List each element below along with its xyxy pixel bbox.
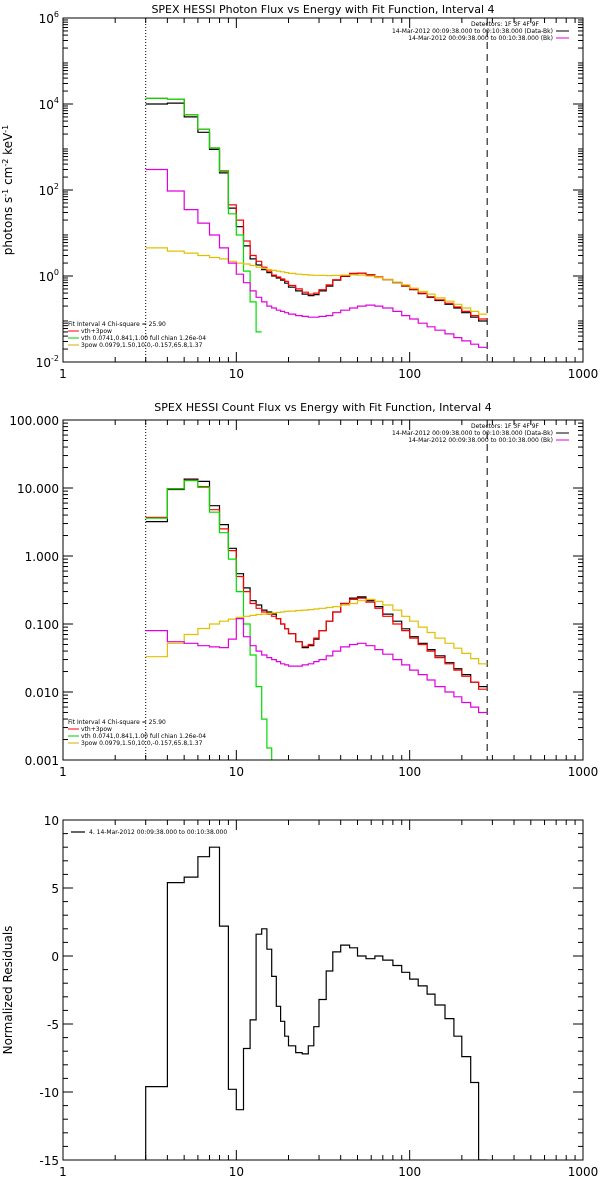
chart-panel-3: Normalized Residuals 1 10 100 1000 -15 -10 -5 0 5… <box>1 814 598 1179</box>
fit-legend-header: Fit Interval 4 Chi-square = 25.90 <box>68 321 166 328</box>
legend-header: Detectors: 1F 3F 4F 9F <box>471 21 540 28</box>
fit-legend-entry: vth+3pow <box>81 726 112 733</box>
chart-panel-1: SPEX HESSI Photon Flux vs Energy with Fi… <box>1 3 599 381</box>
y-axis-label: Normalized Residuals <box>1 926 15 1055</box>
series-group <box>145 846 488 1160</box>
x-tick-label: 10 <box>229 367 244 381</box>
plot-frame <box>62 419 584 761</box>
chart-panel-2: SPEX HESSI Count Flux vs Energy with Fit… <box>9 401 599 779</box>
series-line-1 <box>145 846 488 1160</box>
fit-legend-entry: 3pow 0.0979,1.50,10.0,-0.157,65.8,1.37 <box>81 740 203 747</box>
y-tick-label: 0.010 <box>25 686 59 700</box>
fit-legend-entry: vth 0.0741,0.841,1.00 full chian 1.26e-0… <box>81 335 206 342</box>
x-tick-label: 10 <box>229 765 244 779</box>
y-tick-label: 102 <box>39 182 59 198</box>
series-line-5 <box>145 618 488 714</box>
series-line-3 <box>145 97 262 333</box>
y-tick-base: 10 <box>39 98 54 112</box>
x-tick-label: 100 <box>398 765 421 779</box>
y-tick-label: 10.000 <box>17 482 59 496</box>
x-tick-label: 100 <box>398 1165 421 1179</box>
x-tick-label: 1 <box>59 1165 67 1179</box>
legend-header: Detectors: 1F 3F 4F 9F <box>471 423 540 430</box>
y-tick-label: 100 <box>39 268 59 284</box>
legend-entry: 14-Mar-2012 00:09:38.000 to 00:10:38.000… <box>408 437 553 444</box>
y-tick-label: -10 <box>39 1086 59 1100</box>
y-tick-exponent: -2 <box>51 354 59 363</box>
x-tick-label: 1 <box>59 367 67 381</box>
series-line-4 <box>145 247 488 315</box>
fit-legend-entry: vth 0.0741,0.841,1.00 full chian 1.26e-0… <box>81 733 206 740</box>
legend-entry: 4. 14-Mar-2012 00:09:38.000 to 00:10:38.… <box>89 829 227 836</box>
legend-entry: 14-Mar-2012 00:09:38.000 to 00:10:38.000… <box>392 430 553 437</box>
chart-title: SPEX HESSI Count Flux vs Energy with Fit… <box>154 401 491 414</box>
y-tick-label: 10 <box>44 814 59 828</box>
legend-entry: 14-Mar-2012 00:09:38.000 to 00:10:38.000… <box>408 35 553 42</box>
y-tick-label: 0.001 <box>25 754 59 768</box>
y-tick-exponent: 6 <box>54 10 59 19</box>
y-label-exponent: -2 <box>1 159 10 167</box>
y-tick-label: 106 <box>39 10 59 26</box>
plot-frame <box>62 819 584 1161</box>
x-tick-label: 1000 <box>568 765 599 779</box>
series-line-2 <box>145 97 488 320</box>
x-tick-label: 1 <box>59 765 67 779</box>
plot-frame <box>62 17 584 363</box>
y-tick-base: 10 <box>36 356 51 370</box>
y-label-part: cm <box>1 167 15 189</box>
y-tick-label: 10-2 <box>36 354 59 370</box>
y-tick-label: 0.100 <box>25 618 59 632</box>
x-tick-label: 1000 <box>568 367 599 381</box>
y-label-exponent: -1 <box>1 189 10 197</box>
y-tick-base: 10 <box>39 12 54 26</box>
series-line-2 <box>145 479 488 690</box>
x-tick-label: 10 <box>229 1165 244 1179</box>
y-tick-exponent: 4 <box>54 96 59 105</box>
series-line-3 <box>145 480 273 760</box>
series-line-4 <box>145 598 488 665</box>
y-tick-base: 10 <box>39 184 54 198</box>
fit-legend-header: Fit Interval 4 Chi-square = 25.90 <box>68 719 166 726</box>
y-tick-exponent: 0 <box>54 268 59 277</box>
fit-legend-entry: vth+3pow <box>81 328 112 335</box>
y-label-exponent: -1 <box>1 125 10 133</box>
y-tick-label: 104 <box>39 96 59 112</box>
y-tick-label: -5 <box>47 1018 59 1032</box>
y-label-part: photons s <box>1 197 15 256</box>
x-tick-label: 100 <box>398 367 421 381</box>
legend-entry: 14-Mar-2012 00:09:38.000 to 00:10:38.000… <box>392 28 553 35</box>
y-tick-label: 0 <box>51 950 59 964</box>
x-tick-label: 1000 <box>568 1165 599 1179</box>
y-label-part: keV <box>1 132 15 159</box>
y-tick-label: 1.000 <box>25 550 59 564</box>
y-tick-label: -15 <box>39 1154 59 1168</box>
y-tick-label: 5 <box>51 882 59 896</box>
series-line-1 <box>145 478 488 688</box>
y-tick-base: 10 <box>39 270 54 284</box>
y-axis-label: photons s-1 cm-2 keV-1 <box>1 125 16 256</box>
chart-title: SPEX HESSI Photon Flux vs Energy with Fi… <box>151 3 494 16</box>
series-group <box>145 97 488 348</box>
y-tick-label: 100.000 <box>9 414 59 428</box>
series-group <box>145 478 488 760</box>
y-tick-exponent: 2 <box>54 182 59 191</box>
fit-legend-entry: 3pow 0.0979,1.50,10.0,-0.157,65.8,1.37 <box>81 342 203 349</box>
series-line-5 <box>145 168 488 348</box>
series-line-1 <box>145 102 488 322</box>
